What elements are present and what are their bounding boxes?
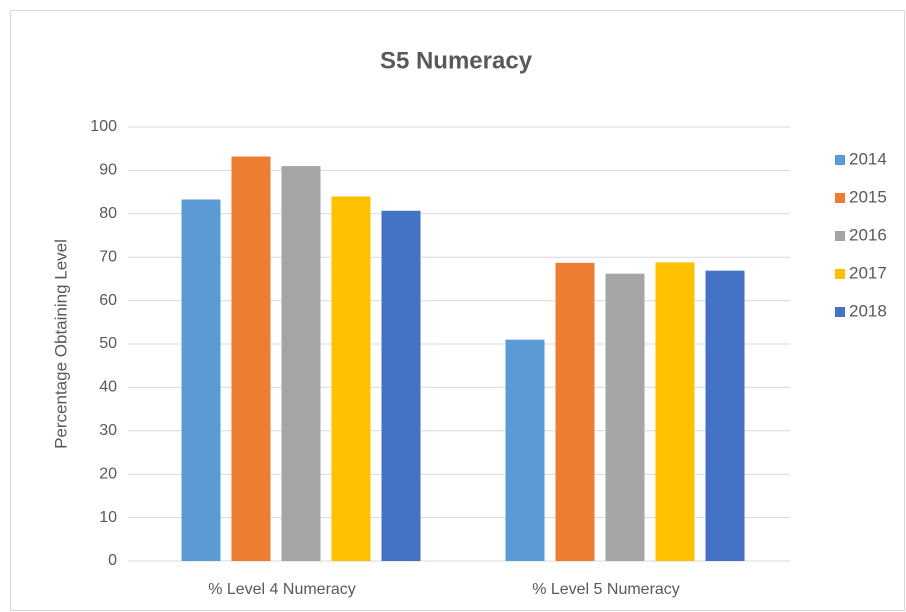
legend-swatch	[835, 155, 845, 165]
legend-swatch	[835, 269, 845, 279]
bar	[181, 199, 221, 561]
y-tick-label: 10	[99, 509, 117, 526]
y-tick-label: 50	[99, 335, 117, 352]
bar	[655, 262, 695, 561]
legend-label: 2015	[849, 187, 887, 206]
legend-label: 2014	[849, 149, 887, 168]
legend-swatch	[835, 307, 845, 317]
legend-label: 2018	[849, 301, 887, 320]
bar	[555, 262, 595, 561]
y-tick-label: 40	[99, 379, 117, 396]
x-tick-label: % Level 5 Numeracy	[532, 581, 680, 598]
y-tick-label: 20	[99, 465, 117, 482]
y-tick-label: 30	[99, 422, 117, 439]
bar	[605, 273, 645, 561]
y-tick-label: 80	[99, 205, 117, 222]
y-tick-label: 70	[99, 248, 117, 265]
bar	[381, 210, 421, 561]
bar	[231, 156, 271, 561]
y-tick-label: 100	[90, 118, 117, 135]
legend-swatch	[835, 193, 845, 203]
bar	[705, 270, 745, 561]
bar	[505, 339, 545, 561]
bar	[331, 196, 371, 561]
legend-swatch	[835, 231, 845, 241]
x-tick-label: % Level 4 Numeracy	[208, 581, 356, 598]
chart-frame	[10, 10, 905, 611]
y-axis-label: Percentage Obtaining Level	[51, 239, 70, 449]
bar	[281, 166, 321, 561]
chart-title: S5 Numeracy	[380, 47, 533, 74]
legend-label: 2017	[849, 263, 887, 282]
y-tick-label: 60	[99, 292, 117, 309]
y-tick-label: 0	[108, 552, 117, 569]
legend-label: 2016	[849, 225, 887, 244]
y-tick-label: 90	[99, 162, 117, 179]
